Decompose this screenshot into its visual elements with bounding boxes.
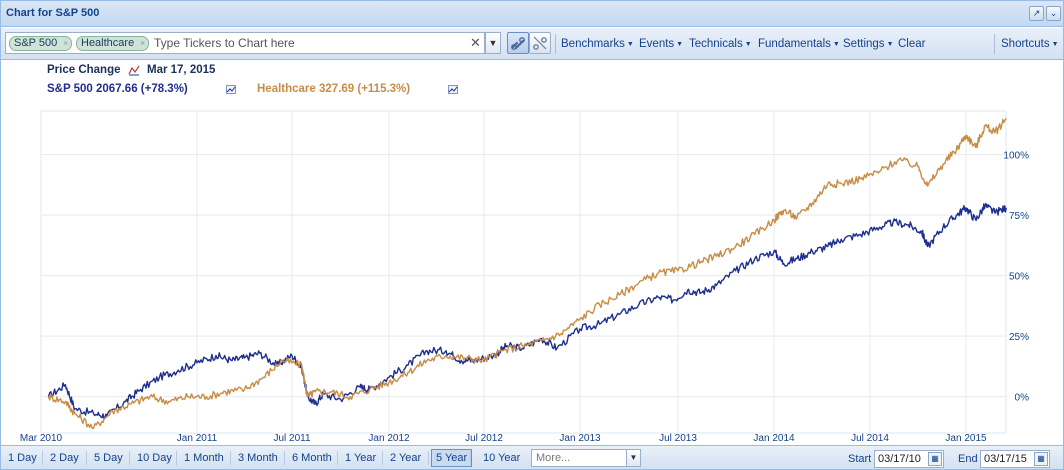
end-date-field[interactable]: 03/17/15 ▦ — [980, 450, 1050, 468]
x-tick-label: Jul 2014 — [851, 433, 889, 444]
ticker-dropdown-button[interactable]: ▼ — [485, 32, 501, 54]
more-ranges-select[interactable]: More... ▼ — [531, 449, 641, 467]
start-date-field[interactable]: 03/17/10 ▦ — [874, 450, 944, 468]
calendar-icon[interactable]: ▦ — [1034, 452, 1048, 466]
end-label: End — [958, 453, 978, 465]
end-date-value: 03/17/15 — [984, 453, 1027, 465]
settings-menu[interactable]: Settings ▼ — [843, 38, 894, 50]
shortcuts-label: Shortcuts — [1001, 38, 1050, 50]
ticker-chip-sp500[interactable]: S&P 500 × — [9, 36, 73, 51]
y-tick-label: 25% — [1009, 332, 1029, 343]
calendar-icon[interactable]: ▦ — [928, 452, 942, 466]
x-tick-label: Jul 2011 — [273, 433, 311, 444]
toolbar: S&P 500 × Healthcare × ✕ ▼ Benchmarks▼ E… — [1, 28, 1063, 60]
legend-series-sp500: S&P 500 2067.66 (+78.3%) — [47, 83, 188, 95]
x-tick-label: Mar 2010 — [20, 433, 63, 444]
start-label: Start — [848, 453, 872, 465]
range-button[interactable]: 5 Year — [431, 449, 473, 467]
clear-button[interactable]: Clear — [898, 38, 926, 50]
ticker-chip-healthcare[interactable]: Healthcare × — [76, 36, 150, 51]
x-tick-label: Jan 2013 — [559, 433, 601, 444]
legend-series-healthcare: Healthcare 327.69 (+115.3%) — [257, 83, 411, 95]
window-title: Chart for S&P 500 — [6, 7, 100, 19]
range-separator — [428, 451, 429, 465]
settings-label: Settings — [843, 38, 885, 50]
benchmarks-menu[interactable]: Benchmarks ▼ — [561, 38, 634, 50]
chevron-down-icon[interactable]: ▼ — [626, 450, 640, 466]
price-chart[interactable]: Mar 2010 Jan 2011 Jul 2011 Jan 2012 Jul 2012… — [1, 101, 1063, 445]
start-date-value: 03/17/10 — [878, 453, 921, 465]
ticker-chip-label: S&P 500 — [14, 37, 58, 49]
technicals-menu[interactable]: Technicals ▼ — [689, 38, 752, 50]
technicals-label: Technicals — [689, 38, 743, 50]
series-mini-chart-icon[interactable] — [448, 85, 458, 94]
legend-date: Mar 17, 2015 — [147, 64, 216, 76]
range-button[interactable]: 1 Month — [184, 452, 224, 464]
ticker-input[interactable] — [152, 35, 462, 51]
y-tick-label: 0% — [1015, 393, 1030, 404]
more-ranges-placeholder: More... — [536, 452, 571, 464]
x-tick-label: Jan 2015 — [945, 433, 987, 444]
y-tick-label: 75% — [1009, 211, 1029, 222]
range-button[interactable]: 6 Month — [292, 452, 332, 464]
range-separator — [337, 451, 338, 465]
plot-area — [40, 110, 1007, 434]
chart-legend: Price Change Mar 17, 2015 S&P 500 2067.6… — [1, 61, 1063, 101]
x-tick-label: Jul 2013 — [659, 433, 697, 444]
x-tick-label: Jul 2012 — [465, 433, 503, 444]
events-label: Events — [639, 38, 675, 50]
range-button[interactable]: 10 Year — [483, 452, 521, 464]
ticker-chip-label: Healthcare — [81, 37, 135, 49]
range-separator — [42, 451, 43, 465]
chart-type-icon[interactable] — [128, 64, 140, 76]
unlink-icon[interactable] — [529, 32, 551, 54]
range-button[interactable]: 3 Month — [238, 452, 278, 464]
range-separator — [86, 451, 87, 465]
range-separator — [382, 451, 383, 465]
remove-chip-icon[interactable]: × — [62, 38, 69, 48]
series-mini-chart-icon[interactable] — [226, 85, 236, 94]
range-separator — [284, 451, 285, 465]
fundamentals-label: Fundamentals — [758, 38, 831, 50]
link-icon[interactable] — [507, 32, 529, 54]
ticker-box[interactable]: S&P 500 × Healthcare × ✕ — [5, 32, 485, 54]
legend-mode: Price Change — [47, 64, 121, 76]
range-button[interactable]: 2 Year — [390, 452, 422, 464]
range-button[interactable]: 2 Day — [50, 452, 79, 464]
x-tick-label: Jan 2012 — [368, 433, 410, 444]
series-line-s-p-500 — [47, 202, 1007, 420]
range-separator — [230, 451, 231, 465]
range-separator — [176, 451, 177, 465]
range-button[interactable]: 1 Year — [345, 452, 377, 464]
collapse-icon[interactable]: ⌄ — [1046, 6, 1061, 21]
popout-icon[interactable]: ↗ — [1029, 6, 1044, 21]
toolbar-separator — [994, 34, 995, 54]
range-separator — [470, 451, 471, 465]
events-menu[interactable]: Events ▼ — [639, 38, 684, 50]
y-tick-label: 50% — [1009, 272, 1029, 283]
benchmarks-label: Benchmarks — [561, 38, 625, 50]
range-button[interactable]: 5 Day — [94, 452, 123, 464]
shortcuts-menu[interactable]: Shortcuts ▼ — [1001, 38, 1059, 50]
remove-chip-icon[interactable]: × — [139, 38, 146, 48]
x-tick-label: Jan 2011 — [177, 433, 218, 444]
range-bar: 1 Day 2 Day 5 Day 10 Day 1 Month 3 Month 6 Mon… — [1, 445, 1063, 469]
y-tick-label: 100% — [1003, 151, 1029, 162]
toolbar-separator — [555, 34, 556, 54]
series-line-healthcare — [47, 117, 1007, 430]
range-separator — [129, 451, 130, 465]
fundamentals-menu[interactable]: Fundamentals ▼ — [758, 38, 840, 50]
range-button[interactable]: 10 Day — [137, 452, 172, 464]
title-bar: Chart for S&P 500 ↗ ⌄ — [1, 1, 1063, 27]
clear-input-icon[interactable]: ✕ — [470, 35, 481, 50]
range-button[interactable]: 1 Day — [8, 452, 37, 464]
x-tick-label: Jan 2014 — [753, 433, 795, 444]
